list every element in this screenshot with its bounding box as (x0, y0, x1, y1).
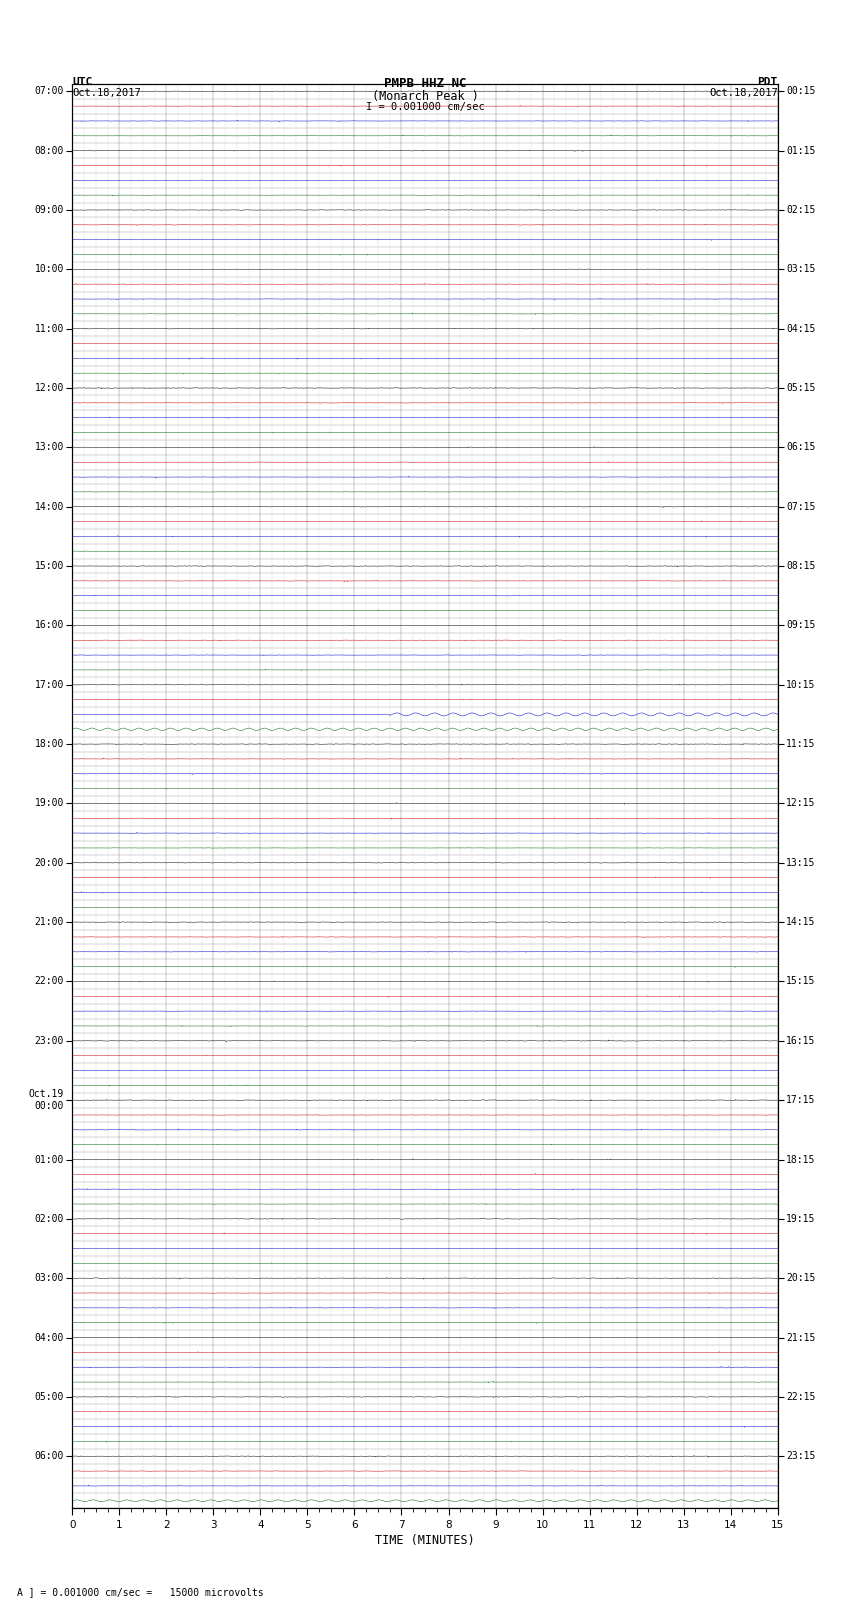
Text: I = 0.001000 cm/sec: I = 0.001000 cm/sec (366, 103, 484, 113)
Text: (Monarch Peak ): (Monarch Peak ) (371, 90, 479, 103)
Text: A ] = 0.001000 cm/sec =   15000 microvolts: A ] = 0.001000 cm/sec = 15000 microvolts (17, 1587, 264, 1597)
Text: UTC: UTC (72, 77, 93, 87)
Text: PDT: PDT (757, 77, 778, 87)
X-axis label: TIME (MINUTES): TIME (MINUTES) (375, 1534, 475, 1547)
Text: Oct.18,2017: Oct.18,2017 (72, 87, 141, 98)
Text: PMPB HHZ NC: PMPB HHZ NC (383, 77, 467, 90)
Text: Oct.18,2017: Oct.18,2017 (709, 87, 778, 98)
